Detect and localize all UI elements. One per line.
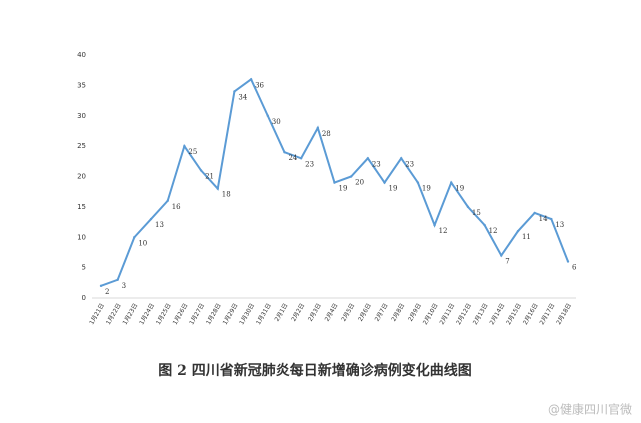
x-tick-label: 1月29日 <box>222 302 240 326</box>
watermark: @健康四川官微 <box>548 402 632 417</box>
point <box>466 205 470 209</box>
x-tick-label: 2月1日 <box>274 302 290 323</box>
y-tick-label: 40 <box>77 51 86 59</box>
point <box>283 151 286 154</box>
data-label: 12 <box>439 227 448 235</box>
data-label: 23 <box>405 160 414 168</box>
data-label: 25 <box>188 148 197 156</box>
x-tick-label: 1月21日 <box>88 302 106 326</box>
y-tick-label: 15 <box>77 203 86 211</box>
data-label: 19 <box>422 185 431 193</box>
data-label: 13 <box>555 221 564 229</box>
point <box>483 223 486 227</box>
x-tick-label: 1月31日 <box>255 302 273 326</box>
point <box>416 181 420 184</box>
data-label: 15 <box>472 209 481 217</box>
x-tick-label: 2月10日 <box>422 302 440 326</box>
point <box>233 90 236 93</box>
y-tick-label: 25 <box>77 142 86 150</box>
x-tick-label: 1月30日 <box>238 302 256 326</box>
x-tick-label: 1月25日 <box>155 302 173 326</box>
x-tick-label: 1月22日 <box>105 302 123 326</box>
y-tick-label: 5 <box>82 264 86 272</box>
data-label: 19 <box>455 185 464 193</box>
x-tick-label: 1月26日 <box>172 302 190 326</box>
data-label: 6 <box>572 264 577 272</box>
x-tick-label: 2月6日 <box>357 302 373 323</box>
y-tick-label: 35 <box>77 81 86 89</box>
point <box>450 181 453 184</box>
y-tick-label: 20 <box>77 173 86 181</box>
point <box>349 175 353 178</box>
y-tick-label: 10 <box>77 233 86 241</box>
data-label: 12 <box>489 227 498 235</box>
point <box>183 144 186 148</box>
x-tick-label: 2月12日 <box>455 302 473 326</box>
data-label: 20 <box>355 179 364 187</box>
data-label: 19 <box>339 185 348 193</box>
point <box>550 217 553 221</box>
chart-title: 图 2 四川省新冠肺炎每日新增确诊病例变化曲线图 <box>158 362 472 379</box>
x-tick-label: 2月15日 <box>505 302 523 326</box>
x-tick-label: 2月5日 <box>340 302 356 323</box>
data-label: 14 <box>539 215 548 223</box>
x-tick-label: 2月17日 <box>539 302 557 326</box>
data-label: 2 <box>105 288 109 296</box>
point <box>400 157 403 160</box>
data-label: 7 <box>505 257 509 265</box>
x-tick-label: 2月8日 <box>390 302 406 323</box>
point <box>533 211 536 215</box>
data-label: 24 <box>288 154 297 162</box>
point <box>149 217 153 221</box>
x-tick-label: 2月3日 <box>307 302 323 323</box>
point <box>166 199 169 202</box>
x-tick-label: 2月4日 <box>324 302 340 323</box>
point <box>133 236 136 239</box>
x-tick-label: 2月16日 <box>522 302 540 326</box>
data-label: 19 <box>389 185 398 193</box>
x-tick-label: 2月7日 <box>374 302 390 323</box>
x-tick-label: 2月18日 <box>555 302 573 326</box>
point <box>383 181 386 184</box>
y-tick-label: 0 <box>82 294 86 302</box>
data-label: 36 <box>255 81 264 89</box>
x-tick-label: 1月27日 <box>188 302 206 326</box>
point <box>516 229 520 233</box>
x-tick-label: 1月23日 <box>122 302 140 326</box>
point <box>216 187 219 190</box>
point <box>116 278 119 281</box>
point <box>566 260 570 263</box>
x-tick-label: 1月28日 <box>205 302 223 326</box>
x-tick-label: 2月13日 <box>472 302 490 326</box>
x-tick-label: 2月9日 <box>407 302 423 323</box>
point <box>316 126 320 130</box>
data-label: 23 <box>305 160 314 168</box>
data-label: 30 <box>272 118 281 126</box>
data-label: 21 <box>205 172 214 180</box>
x-tick-label: 2月11日 <box>438 302 456 326</box>
point <box>500 254 503 257</box>
point <box>249 78 253 81</box>
point <box>199 169 203 172</box>
point <box>266 114 269 117</box>
x-tick-label: 2月2日 <box>290 302 306 323</box>
point <box>433 223 436 227</box>
y-tick-label: 30 <box>77 112 86 120</box>
data-label: 3 <box>122 282 126 290</box>
data-label: 16 <box>172 203 181 211</box>
x-tick-label: 2月14日 <box>489 302 507 326</box>
point <box>366 157 370 160</box>
point <box>99 284 103 288</box>
data-label: 23 <box>372 160 381 168</box>
point <box>299 157 303 160</box>
data-label: 18 <box>222 191 231 199</box>
data-label: 11 <box>522 233 531 241</box>
data-label: 13 <box>155 221 164 229</box>
point <box>333 181 336 184</box>
data-label: 10 <box>138 239 147 247</box>
data-label: 34 <box>238 93 247 101</box>
x-tick-label: 1月24日 <box>138 302 156 326</box>
data-label: 28 <box>322 130 331 138</box>
